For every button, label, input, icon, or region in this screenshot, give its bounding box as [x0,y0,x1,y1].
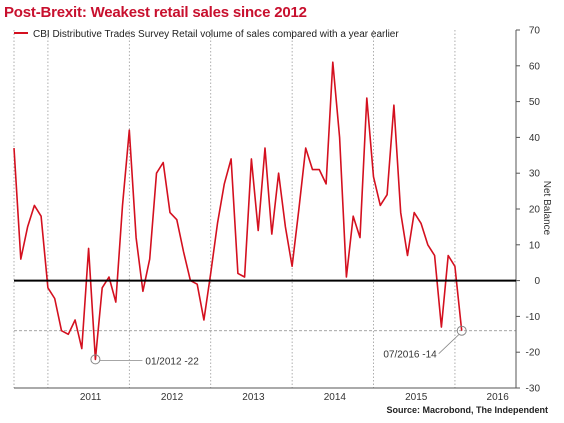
x-tick-label: 2014 [324,392,347,403]
series-line [13,61,463,361]
legend: CBI Distributive Trades Survey Retail vo… [14,29,399,40]
axis-layer: 2011 2012 2013 2014 2015 2016 -30 -20 -10 0 10 20 30… [14,26,541,403]
x-tick-label: 2012 [161,392,184,403]
y-tick-label: -30 [526,384,541,395]
x-tick-label: 2015 [405,392,428,403]
annotation-label: 01/2012 -22 [145,356,199,367]
y-axis-label: Net Balance [541,181,552,236]
source-note: Source: Macrobond, The Independent [386,405,548,415]
y-tick-label: -10 [526,312,541,323]
x-tick-label: 2016 [487,392,510,403]
chart-title: Post-Brexit: Weakest retail sales since … [4,4,307,21]
annotation-leader [438,334,460,355]
y-tick-label: 30 [529,169,541,180]
annotation-label: 07/2016 -14 [383,350,437,361]
y-tick-label: 60 [529,61,541,72]
x-tick-label: 2011 [80,392,102,403]
y-tick-label: 10 [529,240,541,251]
y-tick-label: 70 [529,26,541,37]
y-tick-label: -20 [526,348,541,359]
x-tick-label: 2013 [242,392,265,403]
y-tick-label: 20 [529,205,541,216]
y-tick-label: 0 [534,276,540,287]
annotation-marker [456,325,467,336]
y-tick-label: 40 [529,133,541,144]
annotation-marker [90,354,101,365]
annotation-layer: 01/2012 -22 07/2016 -14 [90,325,467,367]
grid-layer [13,30,456,388]
legend-label: CBI Distributive Trades Survey Retail vo… [33,29,399,40]
series-layer [13,61,463,361]
y-tick-label: 50 [529,97,541,108]
